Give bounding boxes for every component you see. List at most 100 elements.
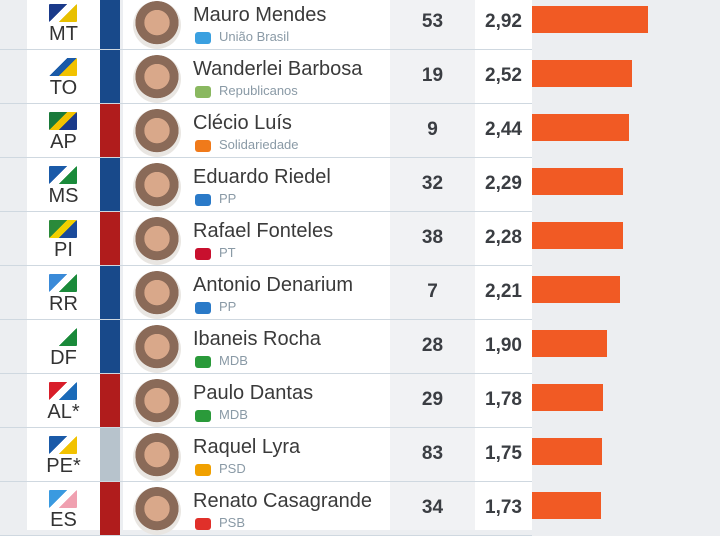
table-row: TO Wanderlei Barbosa Republicanos 19 2,5… [0, 50, 720, 104]
party-logo-icon [195, 86, 211, 98]
state-flag-icon [49, 436, 77, 454]
number-value: 29 [421, 389, 444, 410]
number-value: 7 [427, 281, 438, 302]
avatar [133, 433, 181, 481]
table-row: DF Ibaneis Rocha MDB 28 1,90 [0, 320, 720, 374]
alignment-bar [100, 50, 120, 104]
governor-name: Eduardo Riedel [193, 166, 331, 188]
alignment-bar [100, 0, 120, 50]
alignment-bar [100, 212, 120, 266]
score-value: 2,44 [485, 119, 522, 140]
state-code: ES [50, 509, 77, 531]
score-value: 1,78 [485, 389, 522, 410]
row-divider [0, 49, 532, 50]
avatar [133, 163, 181, 211]
party-name: Republicanos [219, 83, 298, 98]
table-row: PE* Raquel Lyra PSD 83 1,75 [0, 428, 720, 482]
state-flag-icon [49, 490, 77, 508]
table-row: AL* Paulo Dantas MDB 29 1,78 [0, 374, 720, 428]
party-logo-icon [195, 140, 211, 152]
party-logo-icon [195, 356, 211, 368]
state-flag-icon [49, 382, 77, 400]
avatar [133, 271, 181, 319]
row-divider [0, 103, 532, 104]
party-logo-icon [195, 302, 211, 314]
alignment-bar [100, 266, 120, 320]
score-value: 2,21 [485, 281, 522, 302]
number-value: 34 [421, 497, 444, 518]
governor-name: Wanderlei Barbosa [193, 58, 363, 80]
avatar [133, 325, 181, 373]
party-name: União Brasil [219, 29, 290, 44]
party-logo-icon [195, 464, 211, 476]
score-bar [532, 492, 601, 519]
alignment-bar [100, 482, 120, 536]
state-code: MS [48, 185, 79, 207]
score-value: 2,29 [485, 173, 522, 194]
row-divider [0, 373, 532, 374]
score-bar [532, 330, 608, 357]
state-flag-icon [49, 328, 77, 346]
table-row: MS Eduardo Riedel PP 32 2,29 [0, 158, 720, 212]
governor-name: Raquel Lyra [193, 436, 301, 458]
state-flag-icon [49, 58, 77, 76]
avatar [133, 55, 181, 103]
row-divider [0, 211, 532, 212]
number-value: 83 [421, 443, 444, 464]
score-value: 1,90 [485, 335, 522, 356]
score-bar [532, 114, 629, 141]
state-code: AP [50, 131, 77, 153]
governor-name: Ibaneis Rocha [193, 328, 321, 350]
row-divider [0, 319, 532, 320]
state-flag-icon [49, 274, 77, 292]
state-code: DF [50, 347, 77, 369]
state-code: AL* [47, 401, 80, 423]
score-bar [532, 6, 648, 33]
score-value: 2,28 [485, 227, 522, 248]
table-row: AP Clécio Luís Solidariedade 9 2,44 [0, 104, 720, 158]
number-value: 32 [421, 173, 444, 194]
party-logo-icon [195, 518, 211, 530]
state-code: PE* [46, 455, 81, 477]
state-flag-icon [49, 220, 77, 238]
score-bar [532, 168, 623, 195]
party-name: MDB [219, 407, 248, 422]
party-logo-icon [195, 194, 211, 206]
state-code: TO [49, 77, 78, 99]
party-name: MDB [219, 353, 248, 368]
governor-name: Clécio Luís [193, 112, 292, 134]
score-bar [532, 276, 620, 303]
score-bar [532, 222, 623, 249]
governor-name: Paulo Dantas [193, 382, 314, 404]
score-bar [532, 438, 602, 465]
state-code: PI [54, 239, 73, 261]
party-name: PSD [219, 461, 246, 476]
state-flag-icon [49, 112, 77, 130]
party-logo-icon [195, 32, 211, 44]
number-value: 38 [421, 227, 444, 248]
avatar [133, 1, 181, 49]
state-flag-icon [49, 4, 77, 22]
avatar [133, 487, 181, 535]
score-bar [532, 384, 603, 411]
score-value: 1,75 [485, 443, 522, 464]
party-name: PP [219, 191, 237, 206]
number-value: 53 [421, 11, 444, 32]
state-code: MT [49, 23, 78, 45]
party-name: Solidariedade [219, 137, 299, 152]
number-value: 19 [421, 65, 444, 86]
governor-name: Antonio Denarium [193, 274, 354, 296]
avatar [133, 109, 181, 157]
number-value: 9 [427, 119, 438, 140]
alignment-bar [100, 320, 120, 374]
row-divider [0, 481, 532, 482]
table-row: MT Mauro Mendes União Brasil 53 2,92 [0, 0, 720, 50]
party-name: PSB [219, 515, 246, 530]
governor-name: Mauro Mendes [193, 4, 327, 26]
state-flag-icon [49, 166, 77, 184]
score-bar [532, 60, 632, 87]
governor-name: Renato Casagrande [193, 490, 373, 512]
governor-name: Rafael Fonteles [193, 220, 334, 242]
row-divider [0, 265, 532, 266]
number-value: 28 [421, 335, 444, 356]
